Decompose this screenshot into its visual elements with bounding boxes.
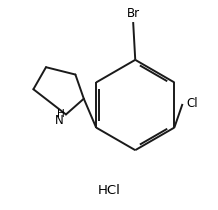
Text: N: N (55, 114, 64, 127)
Text: H: H (57, 109, 65, 119)
Text: HCl: HCl (98, 184, 120, 197)
Text: Cl: Cl (186, 97, 198, 110)
Text: Br: Br (127, 7, 140, 20)
